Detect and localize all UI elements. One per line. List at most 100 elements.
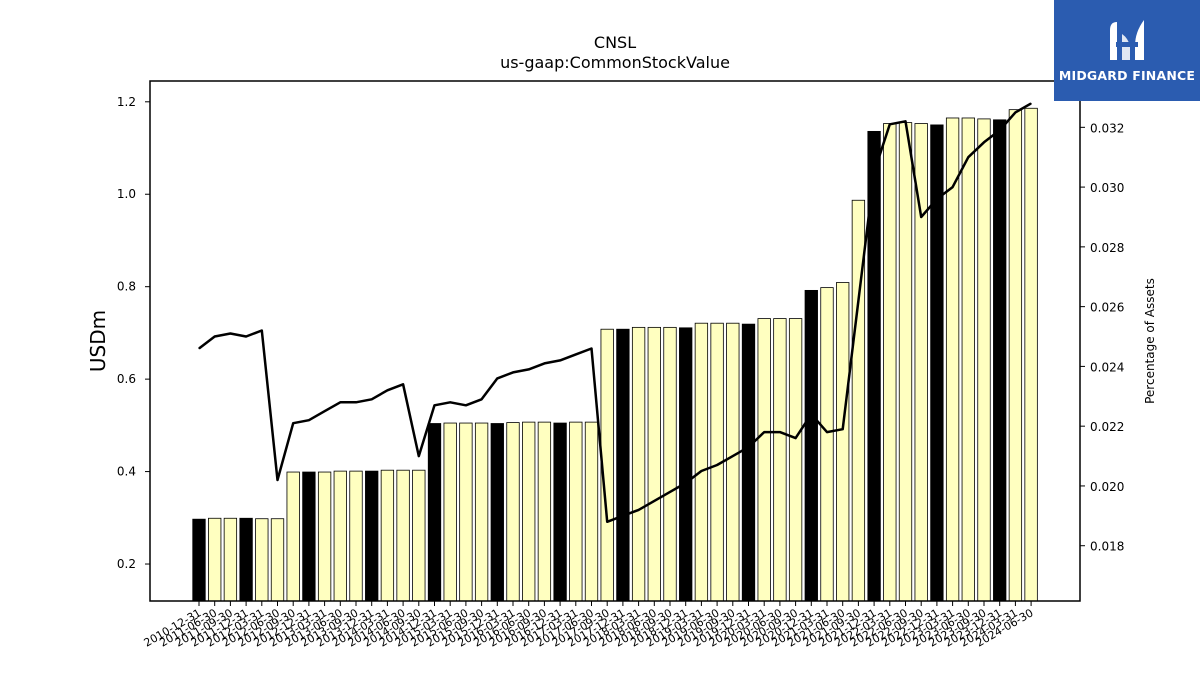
brand-logo: MIDGARD FINANCE: [1054, 0, 1200, 101]
y-axis-left: 0.2 0.4 0.6 0.8 1.0 1.2: [117, 95, 150, 571]
bar: [726, 322, 740, 602]
y2-tick-label: 0.024: [1090, 360, 1124, 374]
bar: [333, 470, 347, 602]
percentage-line: [198, 102, 1032, 524]
y2-tick-label: 0.032: [1090, 121, 1124, 135]
line-point: [857, 300, 860, 302]
line-point: [590, 347, 593, 350]
y2-tick-label: 0.026: [1090, 301, 1124, 315]
bar: [883, 123, 897, 602]
y2-tick-label: 0.030: [1090, 181, 1124, 195]
line-point: [261, 329, 263, 332]
bar: [380, 469, 395, 602]
line-point: [779, 431, 781, 433]
line-point: [842, 428, 844, 430]
bar: [584, 421, 599, 602]
line-point: [1014, 111, 1017, 113]
line-point: [622, 515, 624, 517]
bar: [506, 422, 520, 602]
bar: [569, 421, 583, 602]
line-point: [810, 413, 812, 415]
bar: [522, 421, 536, 602]
line-point: [983, 141, 985, 143]
line-point: [496, 377, 498, 379]
line-point: [700, 470, 703, 472]
line-point: [465, 404, 467, 406]
line-point: [308, 419, 310, 421]
bar: [474, 422, 489, 602]
y-tick-label: 0.2: [117, 557, 136, 571]
line-point: [245, 335, 247, 338]
line-point: [952, 186, 954, 188]
line-point: [716, 464, 718, 466]
line-point: [873, 171, 875, 173]
bar: [757, 318, 771, 602]
chart-subtitle: us-gaap:CommonStockValue: [500, 53, 730, 72]
bar: [192, 518, 206, 602]
line-point: [826, 431, 828, 433]
bar: [993, 119, 1007, 602]
bar: [270, 518, 285, 602]
line-point: [559, 359, 561, 362]
plot-frame: [149, 80, 1081, 602]
bar: [459, 422, 473, 602]
bar: [977, 118, 991, 602]
y-tick-label: 0.4: [117, 465, 136, 479]
line-point: [324, 410, 326, 412]
percentage-line-series: [198, 102, 1032, 524]
line-point: [669, 491, 671, 493]
bar: [647, 326, 661, 602]
line-point: [732, 455, 734, 457]
y-tick-label: 1.0: [117, 187, 136, 201]
bar: [365, 470, 379, 602]
line-point: [543, 362, 546, 365]
y2-axis-label: Percentage of Assets: [1143, 278, 1157, 404]
y2-tick-label: 0.022: [1090, 420, 1124, 434]
line-point: [214, 335, 216, 338]
bar: [349, 470, 363, 602]
line-point: [528, 368, 530, 370]
line-point: [371, 398, 373, 400]
bar: [961, 117, 975, 602]
bar: [1008, 109, 1023, 602]
bar: [302, 471, 316, 602]
bar: [317, 471, 332, 602]
bar: [537, 421, 552, 602]
line-point: [638, 509, 640, 511]
brand-name: MIDGARD FINANCE: [1058, 68, 1196, 83]
bar: [616, 328, 630, 602]
y-tick-label: 0.8: [117, 280, 136, 294]
line-point: [198, 347, 200, 350]
bar: [663, 326, 677, 602]
bar: [255, 518, 269, 602]
line-point: [606, 521, 608, 523]
line-point: [904, 120, 907, 122]
y-axis-right: 0.018 0.020 0.022 0.024 0.026 0.028 0.030 0.032: [1080, 121, 1124, 554]
x-axis: 2010-12-312011-06-302011-09-302011-12-31…: [142, 601, 1036, 650]
bar: [773, 318, 787, 602]
line-point: [936, 198, 938, 200]
line-point: [433, 404, 436, 406]
bar: [412, 469, 426, 602]
bar: [443, 422, 457, 602]
line-point: [920, 216, 922, 218]
bar: [223, 517, 238, 602]
bar: [694, 322, 709, 602]
y-axis-label: USDm: [86, 310, 110, 372]
bar: [1024, 107, 1038, 602]
line-point: [512, 371, 514, 373]
line-point: [355, 401, 357, 403]
line-point: [386, 389, 388, 391]
bar: [427, 423, 442, 602]
chart-title: CNSL: [594, 33, 636, 52]
bar: [788, 318, 803, 602]
bar: [208, 517, 222, 602]
line-point: [889, 123, 891, 125]
line-point: [339, 401, 341, 403]
y-tick-label: 0.6: [117, 372, 136, 386]
line-point: [481, 398, 483, 400]
bar: [679, 327, 693, 602]
line-point: [292, 422, 294, 424]
line-point: [449, 401, 451, 403]
